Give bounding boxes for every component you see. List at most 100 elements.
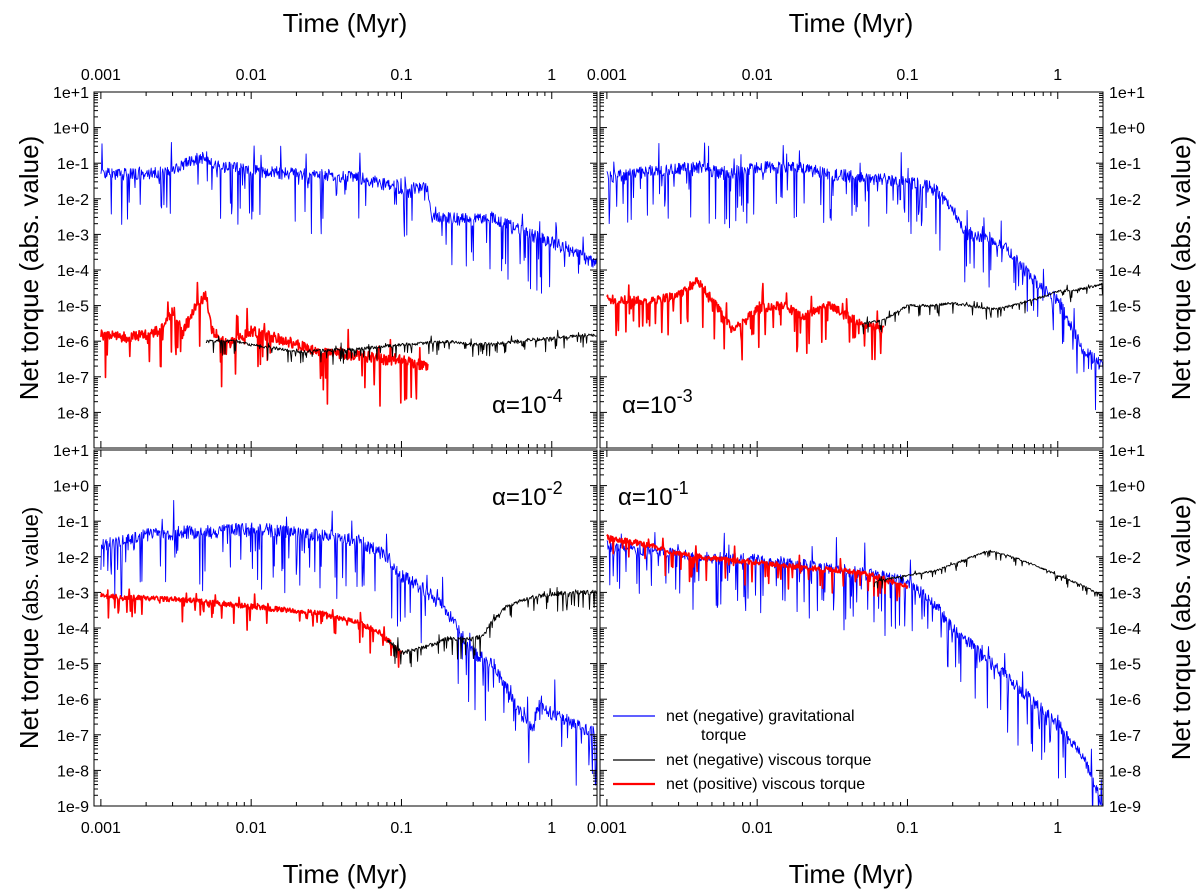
legend-label-negative-viscous: net (negative) viscous torque [666,752,872,769]
y-tick-label: 1e-3 [1109,585,1141,602]
alpha-annotation: α=10-1 [618,478,689,511]
y-label-top-left: Net torque (abs. value) [14,136,44,400]
y-tick-label: 1e-4 [1109,621,1141,638]
panel-bottom-right: 0.001 0.01 0.1 1 1e+1 1e+0 1e-1 1e-2 1e-3 1e-4 1e-… [587,443,1145,837]
y-tick-label: 1e-5 [1109,657,1141,674]
y-tick-label: 1e-8 [1109,405,1141,422]
y-tick-label: 1e-2 [1109,192,1141,209]
x-tick-label: 0.01 [236,820,267,837]
y-tick-label: 1e-2 [57,192,89,209]
x-tick-label: 0.1 [896,820,918,837]
legend-label-gravitational: net (negative) gravitational [666,708,855,725]
series-line-net-negative-viscous-torque [861,282,1103,335]
panels: 0.001 0.01 0.1 1 1e+1 1e+0 1e-1 1e-2 1e-3 1e-4 1e-… [53,67,1145,837]
y-tick-label: 1e-7 [1109,728,1141,745]
y-tick-label: 1e-1 [1109,156,1141,173]
y-tick-label: 1e-1 [57,156,89,173]
x-tick-label: 0.01 [742,820,773,837]
y-tick-label: 1e-3 [1109,227,1141,244]
x-tick-label: 1 [547,820,556,837]
y-tick-label: 1e+0 [1109,479,1145,496]
series-line-net-positive-viscous-torque [606,534,909,602]
x-tick-label: 1 [547,67,556,84]
y-tick-label: 1e-8 [1109,763,1141,780]
y-tick-label: 1e-8 [57,763,89,780]
y-tick-label: 1e+1 [53,443,89,460]
y-tick-label: 1e-4 [57,621,89,638]
y-tick-label: 1e-5 [1109,299,1141,316]
panel-top-left: 0.001 0.01 0.1 1 1e+1 1e+0 1e-1 1e-2 1e-3 1e-4 1e-… [53,67,598,449]
y-label-bottom-left-main: Net torque [14,628,44,749]
series-line-net-negative-viscous-torque [205,329,597,365]
alpha-annotation: α=10-3 [622,386,693,419]
alpha-exponent: -4 [547,386,563,406]
y-tick-label: 1e-7 [57,728,89,745]
y-tick-label: 1e-4 [57,263,89,280]
top-right-time-label: Time (Myr) [789,8,914,38]
panel-bottom-left: 0.001 0.01 0.1 1 1e+1 1e+0 1e-1 1e-2 1e-3 1e-4 1e-… [53,443,598,837]
y-tick-label: 1e-2 [1109,550,1141,567]
x-tick-label: 0.001 [587,820,627,837]
alpha-exponent: -3 [677,386,693,406]
series-line-net-negative-viscous-torque [386,587,597,668]
y-tick-label: 1e-2 [57,550,89,567]
bottom-left-time-label: Time (Myr) [283,859,408,889]
y-tick-label: 1e-6 [57,692,89,709]
top-left-time-label: Time (Myr) [283,8,408,38]
legend-label-gravitational-line2: torque [701,727,746,744]
y-tick-label: 1e-1 [57,514,89,531]
y-tick-label: 1e-8 [57,405,89,422]
y-tick-label: 1e-3 [57,585,89,602]
x-tick-label: 0.1 [390,820,412,837]
y-tick-label: 1e-9 [57,799,89,816]
y-tick-label: 1e-5 [57,657,89,674]
y-tick-label: 1e+0 [1109,121,1145,138]
panel-series-group [100,499,597,786]
legend-label-positive-viscous: net (positive) viscous torque [666,776,865,793]
y-tick-label: 1e-6 [1109,692,1141,709]
y-tick-label: 1e-4 [1109,263,1141,280]
alpha-annotation: α=10-2 [492,478,563,511]
y-label-top-right: Net torque (abs. value) [1166,136,1196,400]
series-line-net-positive-viscous-torque [100,281,429,407]
series-line-net-positive-viscous-torque [606,277,885,361]
y-tick-label: 1e+1 [1109,85,1145,102]
y-tick-label: 1e+1 [1109,443,1145,460]
y-tick-label: 1e-6 [57,334,89,351]
x-tick-label: 0.1 [896,67,918,84]
alpha-base: α=10 [618,484,673,511]
panel-top-right: 0.001 0.01 0.1 1 1e+1 1e+0 1e-1 1e-2 1e-3 1e-4 1e-… [587,67,1145,449]
x-tick-label: 1 [1053,67,1062,84]
alpha-exponent: -1 [673,478,689,498]
x-tick-label: 0.1 [390,67,412,84]
y-tick-label: 1e-6 [1109,334,1141,351]
alpha-base: α=10 [492,392,547,419]
alpha-base: α=10 [492,484,547,511]
y-label-bottom-left-paren: (abs. value) [18,507,43,622]
y-tick-label: 1e+0 [53,121,89,138]
x-tick-label: 0.001 [587,67,627,84]
y-tick-label: 1e-7 [1109,370,1141,387]
y-tick-label: 1e-9 [1109,799,1141,816]
y-tick-label: 1e-3 [57,227,89,244]
alpha-exponent: -2 [547,478,563,498]
legend: net (negative) gravitational torque net … [613,708,872,793]
x-tick-label: 0.01 [742,67,773,84]
x-tick-label: 0.01 [236,67,267,84]
y-tick-label: 1e+1 [53,85,89,102]
alpha-annotation: α=10-4 [492,386,563,419]
series-line-net-negative-viscous-torque [873,549,1103,600]
panel-series-group [100,141,597,407]
y-tick-label: 1e-7 [57,370,89,387]
y-tick-label: 1e+0 [53,479,89,496]
y-tick-label: 1e-1 [1109,514,1141,531]
series-line-net-negative-gravitational-torque [606,142,1103,411]
series-line-net-positive-viscous-torque [100,588,403,668]
series-line-net-negative-gravitational-torque [100,499,597,786]
panel-series-group [606,531,1103,806]
alpha-base: α=10 [622,392,677,419]
series-line-net-negative-gravitational-torque [100,141,597,294]
x-tick-label: 0.001 [81,820,121,837]
x-tick-label: 1 [1053,820,1062,837]
